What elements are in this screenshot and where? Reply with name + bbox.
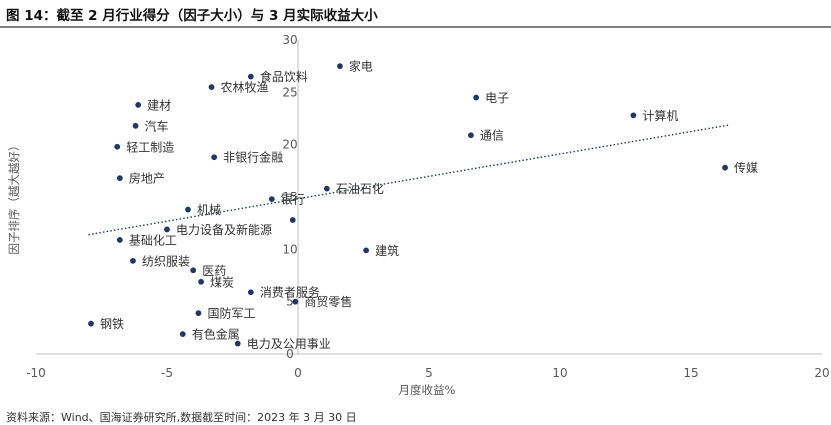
data-point-label: 国防军工 (207, 306, 255, 321)
data-point-label: 非银行金融 (223, 150, 283, 165)
y-axis-title: 因子排序（越大越好） (7, 140, 21, 255)
data-point (114, 143, 121, 150)
data-point (473, 94, 480, 101)
y-tick-label: 10 (282, 242, 297, 256)
x-tick-label: 5 (425, 366, 433, 380)
y-tick-label: 0 (286, 347, 294, 361)
trendline (88, 124, 731, 236)
data-point (135, 101, 142, 108)
data-point-label: 家电 (349, 59, 373, 74)
source-note: 资料来源：Wind、国海证券研究所,数据截至时间：2023 年 3 月 30 日 (6, 411, 357, 424)
data-point (130, 257, 136, 264)
data-point (630, 112, 637, 119)
data-point (363, 247, 370, 254)
y-tick-label: 5 (286, 295, 294, 309)
x-tick-label: 15 (683, 366, 698, 380)
data-point-label: 建筑 (375, 243, 399, 258)
data-point (132, 122, 139, 129)
data-point-label: 传媒 (734, 160, 758, 175)
data-point (234, 340, 241, 347)
data-point-label: 食品饮料 (260, 69, 308, 84)
data-point-label: 建材 (147, 98, 171, 112)
data-point (179, 331, 186, 338)
data-point (289, 217, 296, 223)
x-tick-label: 20 (814, 366, 829, 380)
x-tick-label: 10 (552, 366, 567, 380)
data-point-label: 钢铁 (100, 317, 124, 331)
data-point-label: 石油石化 (336, 182, 384, 196)
x-tick-label: 0 (294, 366, 302, 380)
y-tick-label: 30 (282, 33, 297, 47)
data-point-label: 消费者服务 (260, 285, 320, 300)
data-point (722, 164, 728, 171)
data-point-label: 银行 (281, 193, 305, 207)
data-points: 家电食品饮料农林牧渔电子建材计算机汽车通信轻工制造非银行金融传媒房地产石油石化银… (88, 59, 758, 351)
data-point (116, 237, 123, 243)
data-point (323, 185, 330, 192)
data-point (185, 206, 191, 213)
data-point (468, 132, 474, 139)
data-point (211, 154, 218, 161)
data-point (190, 267, 197, 274)
data-point (208, 84, 215, 90)
title-divider (0, 26, 831, 28)
data-point (198, 278, 204, 285)
data-point (337, 63, 343, 70)
data-point-label: 商贸零售 (304, 294, 352, 309)
data-point-label: 电力设备及新能源 (176, 222, 272, 237)
data-point (164, 226, 170, 233)
data-point (268, 196, 275, 202)
data-point-label: 通信 (480, 129, 504, 143)
data-point-label: 电子 (485, 91, 509, 105)
data-point-label: 纺织服装 (142, 254, 190, 268)
data-point-label: 基础化工 (129, 233, 177, 247)
data-point (247, 289, 254, 296)
y-tick-label: 20 (282, 138, 297, 152)
data-point (292, 298, 299, 305)
data-point-label: 汽车 (145, 118, 169, 133)
data-point-label: 有色金属 (192, 327, 240, 342)
data-point (116, 175, 123, 182)
data-point-label: 煤炭 (210, 275, 234, 289)
x-tick-label: -10 (26, 366, 46, 380)
x-tick-label: -5 (161, 366, 173, 380)
data-point-label: 机械 (197, 202, 221, 217)
figure-title: 图 14：截至 2 月行业得分（因子大小）与 3 月实际收益大小 (6, 8, 378, 24)
data-point-label: 计算机 (642, 108, 678, 123)
data-point-label: 医药 (202, 264, 226, 278)
trendline-path (88, 124, 731, 236)
data-point (195, 310, 202, 317)
data-point-label: 轻工制造 (126, 140, 174, 154)
x-axis-title: 月度收益% (399, 383, 456, 397)
data-point-label: 房地产 (129, 171, 165, 186)
data-point (247, 73, 254, 80)
y-tick-label: 25 (282, 85, 297, 99)
data-point (88, 320, 94, 327)
data-point-label: 农林牧渔 (221, 81, 269, 95)
data-point-label: 电力及公用事业 (247, 337, 331, 351)
